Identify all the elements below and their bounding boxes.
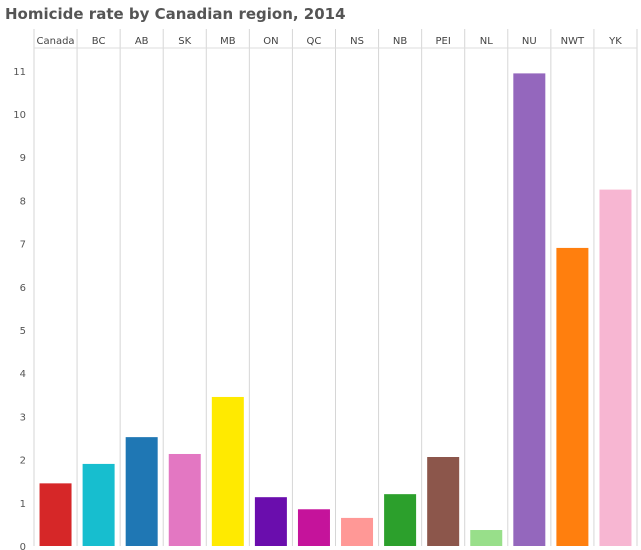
x-tick-label: NWT (561, 36, 585, 47)
y-axis: 0 1 2 3 4 5 6 7 8 9 10 11 (13, 67, 26, 550)
bar-nb (384, 494, 417, 546)
x-tick-label: QC (307, 36, 322, 47)
y-tick-label: 0 (20, 542, 26, 550)
x-tick-label: SK (178, 36, 191, 47)
y-tick-label: 4 (20, 369, 26, 380)
bar-mb (211, 396, 244, 546)
bar-qc (297, 509, 330, 546)
y-tick-label: 3 (20, 412, 26, 423)
bar-nu (513, 73, 546, 546)
y-tick-label: 6 (20, 283, 26, 294)
bar-pei (427, 457, 460, 546)
y-tick-label: 8 (20, 196, 26, 207)
x-tick-label: BC (92, 36, 106, 47)
bar-nwt (556, 247, 589, 547)
y-tick-label: 7 (20, 240, 26, 251)
grid (33, 29, 638, 546)
y-tick-label: 1 (20, 499, 26, 510)
bar-bc (82, 463, 115, 546)
x-axis: Canada BC AB SK MB ON QC NS NB PEI NL NU NWT YK (37, 36, 623, 47)
x-tick-label: NS (350, 36, 364, 47)
x-tick-label: NL (480, 36, 493, 47)
bar-ab (125, 437, 158, 546)
x-tick-label: NU (522, 36, 537, 47)
x-tick-label: NB (393, 36, 407, 47)
chart-title: Homicide rate by Canadian region, 2014 (5, 5, 346, 23)
bar-nl (470, 530, 503, 546)
y-tick-label: 11 (13, 67, 26, 78)
x-tick-label: PEI (436, 36, 451, 47)
bar-ns (341, 517, 374, 546)
bar-canada (39, 483, 72, 546)
bar-yk (599, 189, 632, 546)
y-tick-label: 2 (20, 456, 26, 467)
bars (39, 73, 632, 547)
x-tick-label: MB (220, 36, 236, 47)
y-tick-label: 5 (20, 326, 26, 337)
y-tick-label: 10 (13, 110, 26, 121)
bar-on (254, 497, 287, 546)
x-tick-label: ON (263, 36, 278, 47)
bar-sk (168, 453, 201, 546)
x-tick-label: AB (135, 36, 149, 47)
y-tick-label: 9 (20, 153, 26, 164)
x-tick-label: YK (608, 36, 622, 47)
x-tick-label: Canada (37, 36, 75, 47)
